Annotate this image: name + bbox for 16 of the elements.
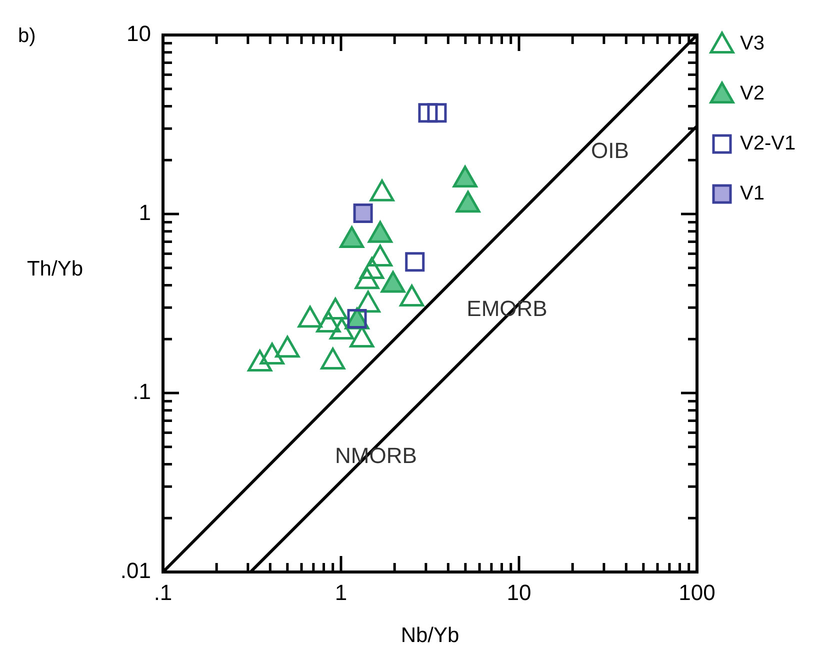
- x-axis-title: Nb/Yb: [400, 624, 460, 647]
- y-tick-label: 10: [126, 20, 151, 46]
- y-tick-label: 1: [138, 200, 151, 225]
- x-tick-label: 1: [334, 580, 348, 605]
- x-tick-label: .1: [154, 580, 172, 605]
- y-axis-title: Th/Yb: [26, 258, 84, 280]
- y-tick-label: .01: [120, 558, 151, 583]
- legend-label: V2-V1: [740, 132, 796, 154]
- x-tick-label: 10: [506, 580, 532, 605]
- legend-label: V2: [740, 82, 764, 104]
- legend-label: V3: [740, 32, 764, 54]
- x-tick-label: 100: [678, 580, 716, 605]
- text: b): [18, 25, 36, 47]
- annotation: OIB: [591, 138, 629, 163]
- y-tick-label: .1: [132, 378, 151, 404]
- legend-label: V1: [740, 182, 764, 204]
